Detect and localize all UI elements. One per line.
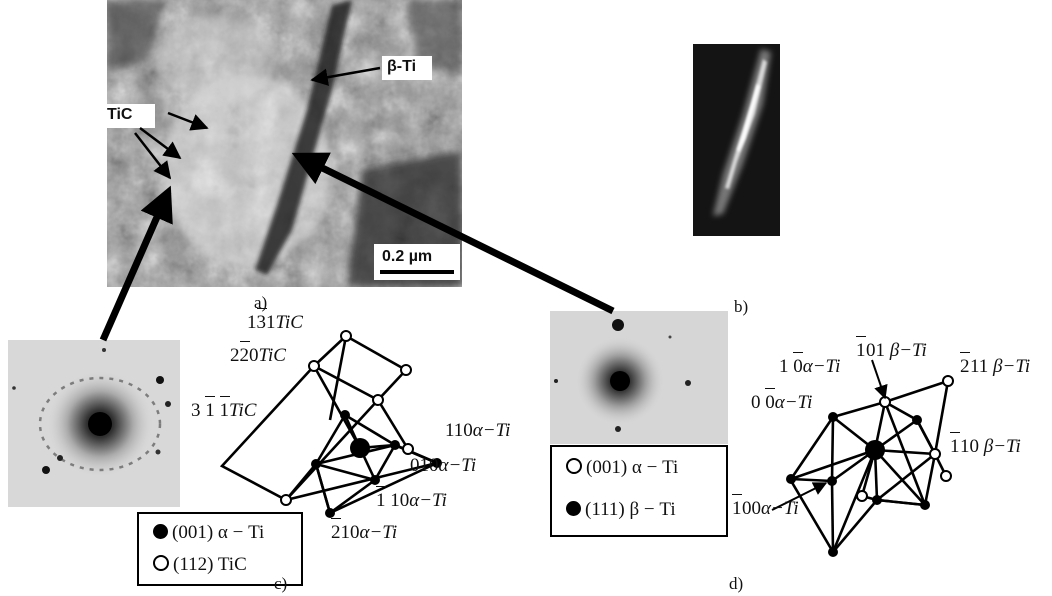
- link-arrow-c: [99, 185, 173, 342]
- legend-c-filled: (001) α − Ti: [153, 522, 264, 544]
- dark-field-streak: [693, 44, 780, 236]
- indexing-scheme-c: [219, 334, 438, 515]
- scale-bar: [380, 270, 454, 274]
- tic-label: TiC: [107, 106, 133, 123]
- legend-d: (001) α − Ti (111) β − Ti: [550, 445, 728, 537]
- scheme-c-spots: [280, 330, 442, 518]
- legend-c-open: (112) TiC: [153, 554, 247, 576]
- legend-d-filled: (111) β − Ti: [566, 499, 676, 521]
- arrow-100: [771, 482, 828, 511]
- tic-label-box: TiC: [97, 104, 155, 128]
- diffraction-pattern-d: [550, 311, 728, 444]
- label-100-alpha: 1 00α−Ti: [732, 494, 799, 520]
- label-1b10-alpha-d: 1 0 α−Ti: [779, 352, 840, 378]
- caption-c: c): [274, 574, 288, 593]
- label-110-beta: 1 10 β−Ti: [950, 432, 1021, 458]
- caption-b: b): [734, 297, 749, 316]
- scheme-d-spots: [786, 375, 954, 557]
- label-2b10-alpha: 210 α−Ti: [331, 518, 397, 544]
- tic-arrows: [134, 111, 209, 180]
- arrow-101: [871, 359, 888, 400]
- label-220-tic: 220 TiC: [230, 341, 286, 367]
- legend-d-open: (001) α − Ti: [566, 457, 678, 479]
- open-circle-icon: [153, 555, 169, 571]
- saed-pattern-c: [8, 340, 180, 507]
- label-010-alpha: 010α−Ti: [410, 455, 477, 476]
- label-1b10-alpha: 1 10 α−Ti: [376, 486, 447, 512]
- beta-ti-label-box: β-Ti: [382, 56, 432, 80]
- label-311-tic: 3 1 1 TiC: [191, 396, 256, 422]
- filled-circle-icon: [153, 524, 168, 539]
- label-131-tic: 131 TiC: [247, 308, 303, 334]
- scale-bar-label: 0.2 µm: [382, 248, 433, 265]
- beta-ti-arrow: [310, 66, 381, 86]
- legend-c: (001) α − Ti (112) TiC: [137, 512, 303, 586]
- link-arrow-d: [291, 152, 615, 315]
- dark-field-image: [693, 44, 780, 236]
- diffraction-pattern-c: [8, 340, 180, 507]
- caption-d: d): [729, 574, 744, 593]
- saed-pattern-d: [550, 311, 728, 444]
- filled-circle-icon: [566, 501, 581, 516]
- indexing-scheme-d: [787, 379, 950, 555]
- caption-a: a): [254, 293, 268, 312]
- open-circle-icon: [566, 458, 582, 474]
- label-010-alpha-d: 0 0 α−Ti: [751, 388, 812, 414]
- scale-bar-box: 0.2 µm: [374, 244, 460, 280]
- beta-ti-label: β-Ti: [387, 58, 417, 75]
- label-101-beta: 1 01 β−Ti: [856, 336, 927, 362]
- label-211-beta: 2 11 β−Ti: [960, 352, 1030, 378]
- label-110-alpha: 110α−Ti: [445, 420, 511, 441]
